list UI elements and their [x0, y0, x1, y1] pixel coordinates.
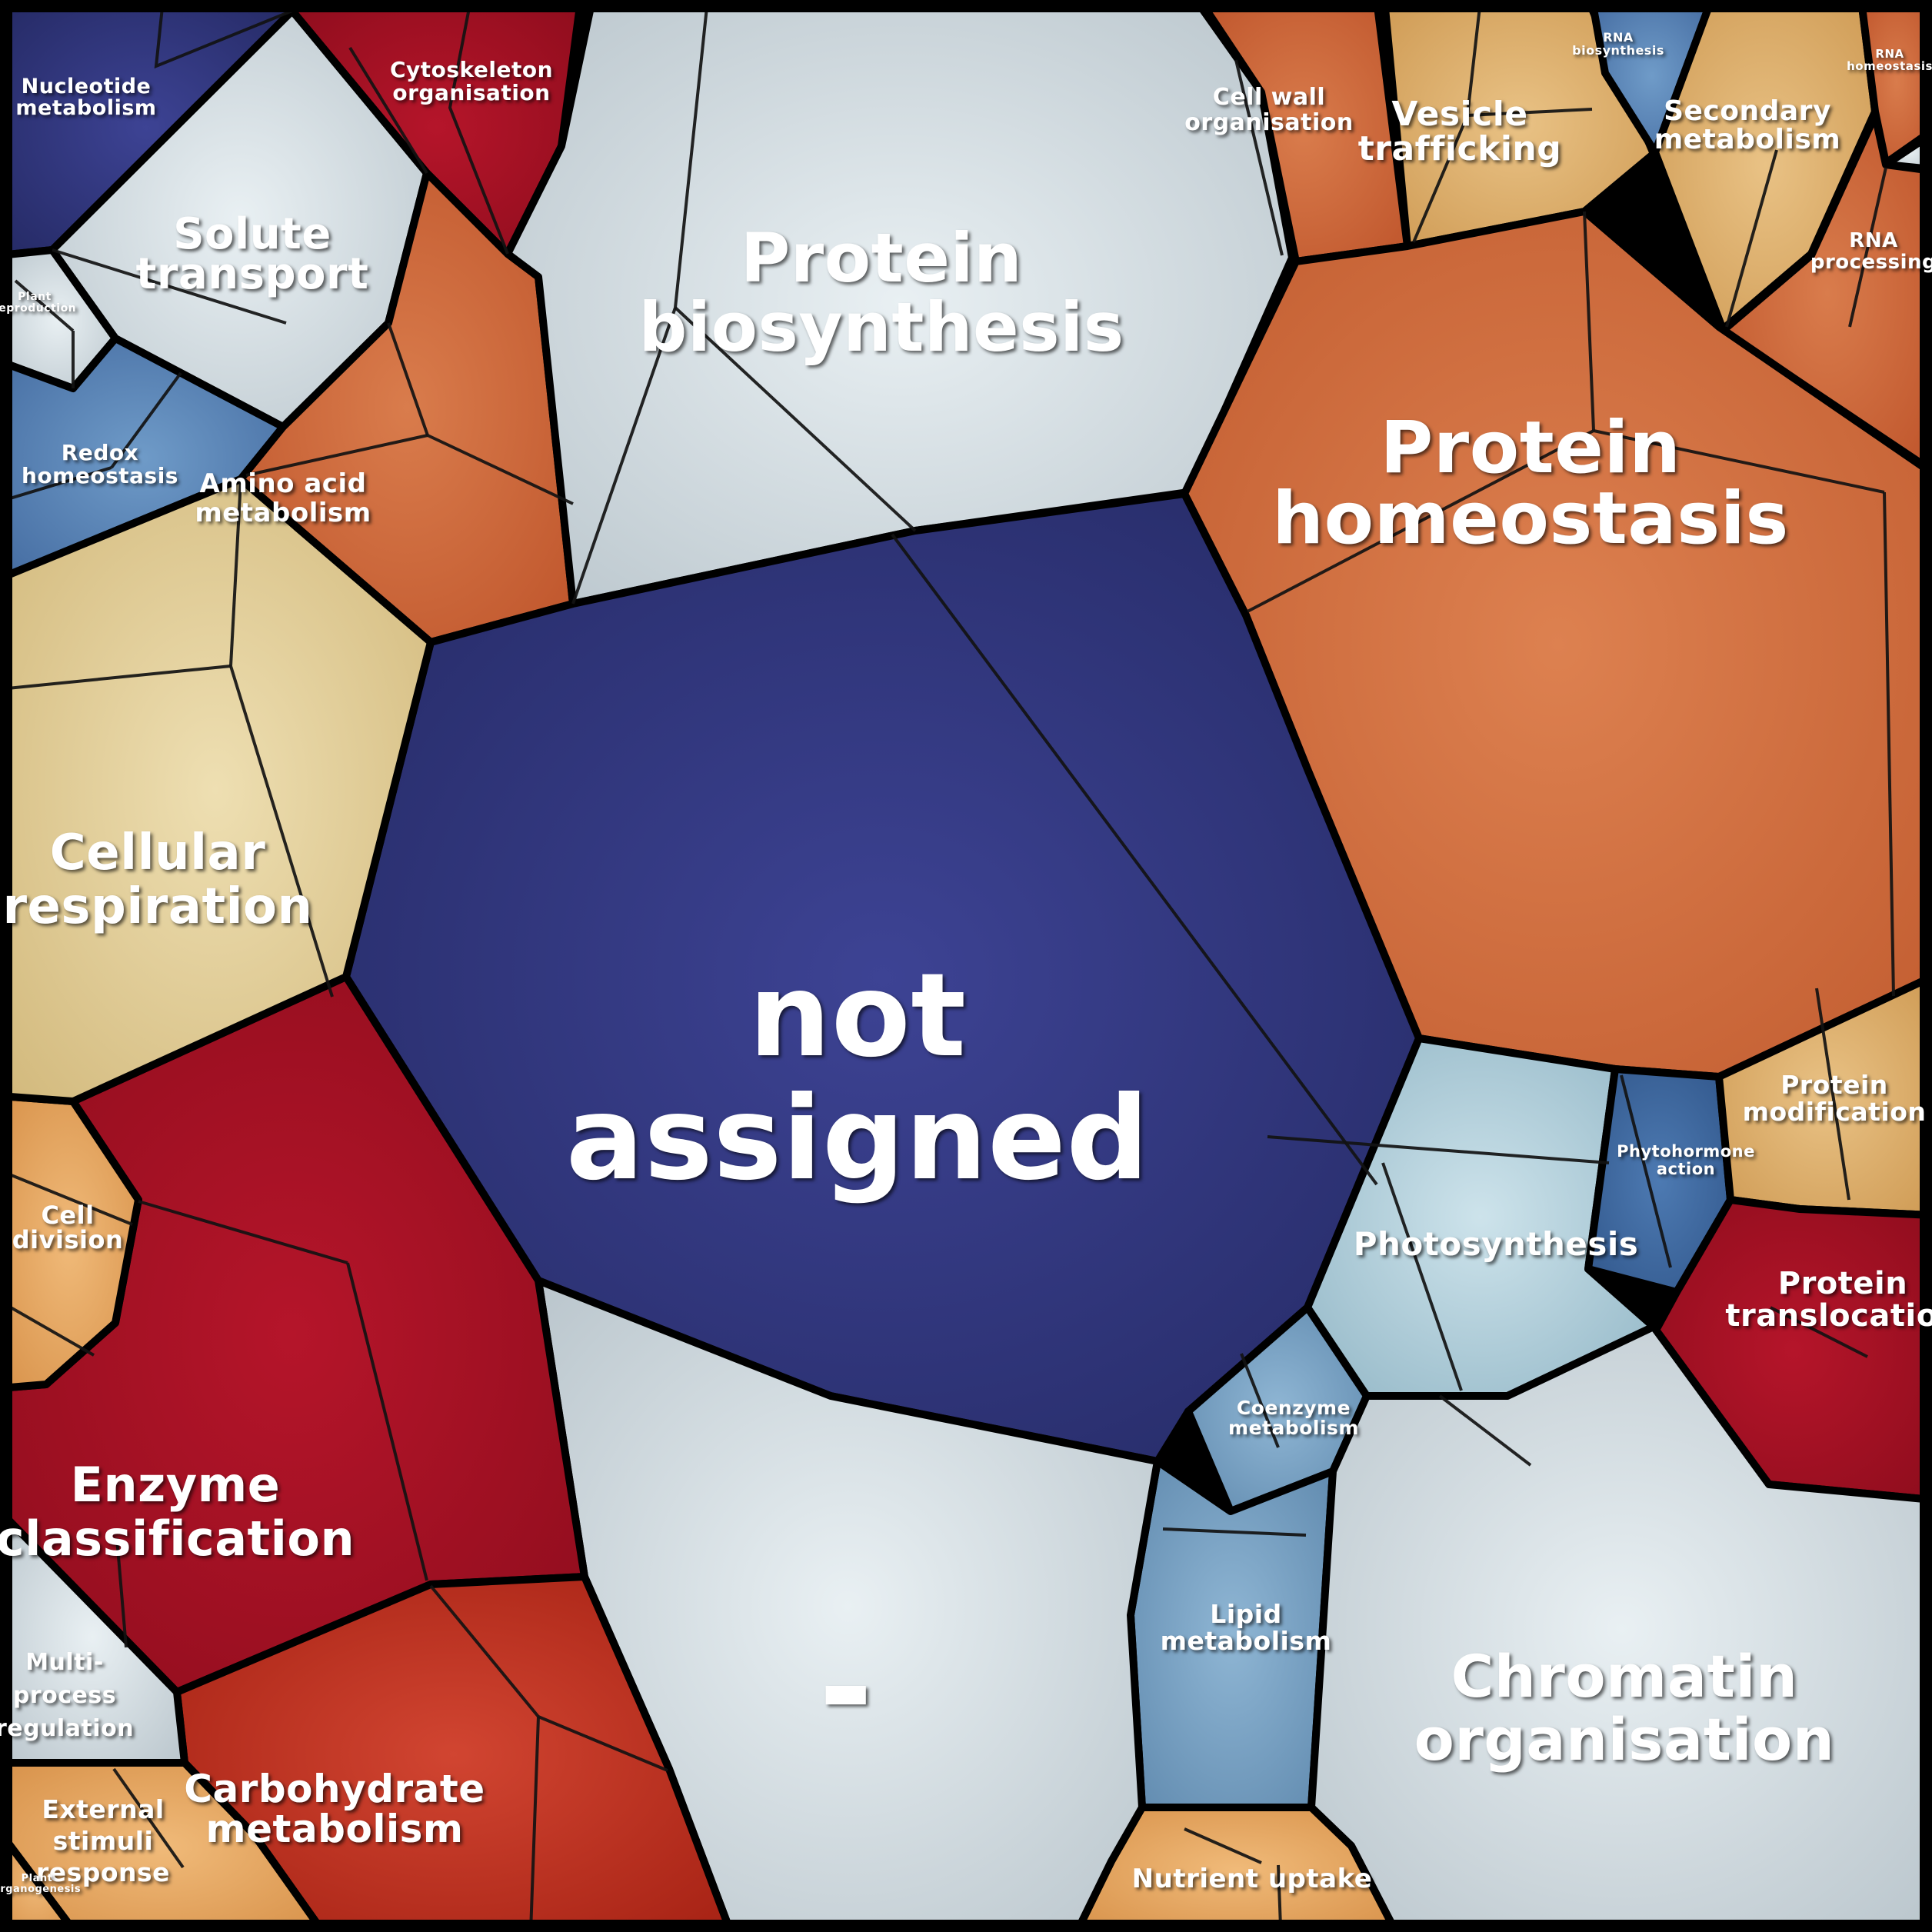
subcell-line-cytoskeleton-organisation [448, 0, 509, 255]
subcell-line-vesicle-trafficking [1467, 108, 1593, 117]
label-cellular-respiration: Cellular respiration [2, 824, 312, 935]
cell-chromatin-organisation [1307, 1323, 1932, 1932]
subcell-line-cell-wall-organisation [1234, 59, 1284, 256]
subcell-line-cell-division [0, 1300, 95, 1357]
subcell-line-vesicle-trafficking [1466, 0, 1482, 116]
subcell-line-protein-homeostasis [1883, 491, 1895, 997]
subcell-line-cellular-respiration [229, 665, 334, 998]
label-not-assigned: not assigned [566, 949, 1149, 1206]
subcell-line-amino-acid-metabolism [387, 322, 429, 436]
subcell-line-protein-translocation [1770, 1306, 1868, 1358]
subcell-line-not-assigned [891, 533, 1378, 1186]
subcell-line-vesicle-trafficking [1412, 115, 1469, 243]
label-vesicle-trafficking: Vesicle trafficking [1358, 95, 1562, 168]
label-protein-biosynthesis: Protein biosynthesis [638, 218, 1124, 367]
subcell-line-amino-acid-metabolism [245, 434, 428, 477]
label-photosynthesis: Photosynthesis [1354, 1225, 1639, 1263]
label-external-stimuli-response: External stimuli response [36, 1794, 170, 1887]
label-protein-translocation: Proteintranslocation [1725, 1266, 1932, 1334]
subcell-line-protein-homeostasis [1247, 429, 1594, 613]
label-coenzyme-metabolism: Coenzyme metabolism [1228, 1397, 1359, 1439]
subcell-line-protein-homeostasis [1583, 211, 1595, 431]
cell-plant-organogenesis [0, 1828, 78, 1932]
subcell-line-solute-transport [52, 248, 287, 325]
label-chromatin-organisation: Chromatin organisation [1414, 1642, 1835, 1774]
cell-vesicle-trafficking [1381, 0, 1657, 250]
subcell-line-multi-process-regulation [115, 1537, 128, 1648]
subcell-line-photosynthesis [1381, 1162, 1463, 1391]
label-nutrient-uptake: Nutrient uptake [1132, 1864, 1373, 1894]
subcell-line-redox-homeostasis [110, 371, 182, 469]
label-multi-process-regulation: Multi-process regulation [0, 1649, 134, 1742]
subcell-line-plant-reproduction [14, 279, 75, 332]
subcell-line-cellular-respiration [0, 665, 232, 691]
subcell-line-secondary-metabolism [1725, 149, 1778, 328]
label-dash-unnamed: - [818, 1612, 873, 1764]
label-enzyme-classification: Enzyme classification [0, 1457, 355, 1567]
label-phytohormone-action: Phytohormone action [1617, 1142, 1755, 1178]
label-nucleotide-metabolism: Nucleotide metabolism [15, 75, 156, 120]
subcell-line-enzyme-classification [346, 1262, 428, 1581]
label-cell-wall-organisation: Cell wall organisation [1184, 84, 1353, 136]
label-protein-modification: Protein modification [1743, 1070, 1927, 1127]
label-secondary-metabolism: Secondary metabolism [1654, 95, 1841, 155]
label-cell-division: Cell division [12, 1201, 123, 1254]
subcell-line-protein-biosynthesis [571, 307, 677, 605]
subcell-line-photosynthesis [1267, 1135, 1610, 1164]
subcell-line-redox-homeostasis [0, 466, 112, 503]
subcell-line-amino-acid-metabolism [427, 434, 574, 505]
subcell-line-protein-biosynthesis [674, 0, 709, 308]
label-rna-biosynthesis: RNA biosynthesis [1572, 30, 1664, 58]
subcell-line-carbohydrate-metabolism [429, 1584, 540, 1718]
cell-external-stimuli-response [0, 1759, 327, 1932]
label-protein-homeostasis: Protein homeostasis [1272, 406, 1789, 561]
label-lipid-metabolism: Lipid metabolism [1161, 1599, 1332, 1656]
label-carbohydrate-metabolism: Carbohydrate metabolism [184, 1767, 485, 1851]
subcell-line-phytohormone-action [1620, 1074, 1672, 1268]
subcell-line-coenzyme-metabolism [1240, 1353, 1280, 1448]
subcell-line-cellular-respiration [229, 480, 242, 667]
subcell-line-cytoskeleton-organisation [348, 46, 428, 175]
subcell-line-external-stimuli-response [112, 1767, 185, 1869]
subcell-line-protein-biosynthesis [674, 306, 917, 532]
label-solute-transport: Solute transport [136, 209, 369, 299]
subcell-line-enzyme-classification [138, 1200, 348, 1264]
label-rna-processing: RNA processing [1810, 229, 1932, 274]
subcell-line-nucleotide-metabolism [154, 0, 293, 69]
label-cytoskeleton-organisation: Cytoskeleton organisation [390, 57, 553, 105]
label-plant-reproduction: Plant reproduction [0, 291, 76, 315]
label-redox-homeostasis: Redox homeostasis [22, 440, 178, 488]
subcell-line-protein-homeostasis [1593, 429, 1885, 494]
subcell-line-rna-processing [1848, 167, 1887, 328]
subcell-line-protein-modification [1815, 988, 1850, 1201]
subcell-line-carbohydrate-metabolism [538, 1715, 668, 1772]
cell-cellular-respiration [0, 475, 435, 1105]
label-rna-homeostasis: RNA homeostasis [1847, 47, 1932, 73]
subcell-line-lipid-metabolism [1162, 1527, 1307, 1537]
subcell-line-nutrient-uptake [1277, 1864, 1282, 1927]
subcell-line-chromatin-organisation [1438, 1394, 1532, 1467]
subcell-line-carbohydrate-metabolism [529, 1716, 540, 1932]
subcell-line-cell-division [0, 1169, 133, 1226]
label-plant-organogenesis: Plant organogenesis [0, 1873, 81, 1895]
label-amino-acid-metabolism: Amino acid metabolism [195, 468, 371, 528]
subcell-line-nutrient-uptake [1184, 1827, 1262, 1864]
